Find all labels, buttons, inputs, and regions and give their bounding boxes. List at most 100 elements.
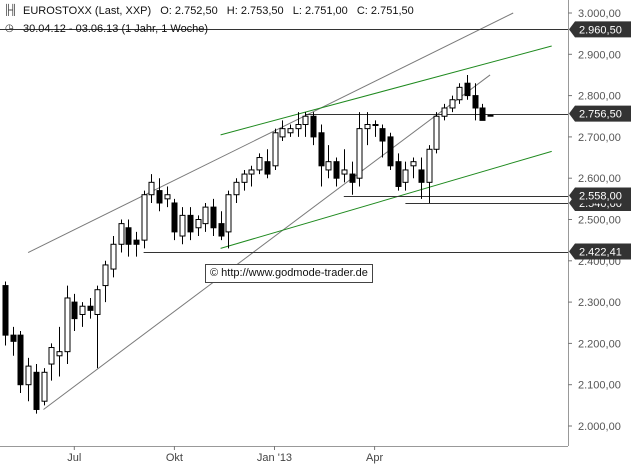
candle-body [479, 107, 486, 121]
candle-body [164, 194, 171, 200]
candle-body [141, 194, 148, 241]
candle-body [17, 334, 24, 386]
candle [10, 326, 17, 356]
candle-body [118, 223, 125, 245]
candle [79, 302, 86, 327]
trend-line-3 [220, 150, 552, 249]
y-tick-label: 2.500,00 [578, 215, 621, 227]
candle [264, 149, 271, 179]
price-label-2: 2.558,00 [569, 187, 631, 204]
candle-body [56, 351, 63, 357]
candle [449, 95, 456, 113]
y-tick-label: 2.600,00 [578, 173, 621, 185]
candle [171, 198, 178, 241]
candle-body [364, 124, 371, 130]
candle-body [218, 223, 225, 237]
y-tick-label: 3.000,00 [578, 8, 621, 20]
candle-body [272, 132, 279, 167]
candle-body [241, 173, 248, 183]
candle-body [264, 161, 271, 175]
candle-body [133, 239, 140, 245]
chart-header: EUROSTOXX (Last, XXP) O: 2.752,50 H: 2.7… [23, 5, 414, 18]
price-label-box [569, 105, 631, 122]
candle [225, 190, 232, 249]
channel-line-1 [43, 74, 491, 410]
candle-body [187, 214, 194, 233]
candle [456, 83, 463, 104]
candle-body [195, 219, 202, 229]
horizontal-lines [0, 29, 568, 253]
candle-body [156, 190, 163, 204]
candle [295, 112, 302, 137]
candle-body [302, 115, 309, 126]
candle-body [71, 301, 78, 320]
candle [118, 219, 125, 253]
candle-body [25, 365, 32, 386]
candle [364, 112, 371, 146]
candle-body [433, 115, 440, 150]
candle-body [456, 86, 463, 101]
x-axis: Jul Okt Jan '13 Apr [67, 446, 383, 464]
price-labels: 2.960,502.756,502.540,002.422,412.558,00 [569, 21, 631, 260]
candle [372, 120, 379, 137]
candle [56, 326, 63, 377]
candle [256, 153, 263, 175]
y-tick-label: 2.900,00 [578, 49, 621, 61]
candle [410, 157, 417, 179]
price-label-text: 2.422,41 [579, 247, 622, 259]
candle-body [333, 161, 340, 179]
candle-body [256, 157, 263, 171]
open-value: O: 2.752,50 [160, 5, 218, 17]
candle [310, 112, 317, 146]
candle [441, 103, 448, 121]
candle-body [295, 124, 302, 130]
high-value: H: 2.753,50 [226, 5, 284, 17]
y-tick-label: 2.700,00 [578, 132, 621, 144]
candle-body [341, 169, 348, 175]
candle [241, 169, 248, 191]
candle [325, 145, 332, 179]
period-header: 30.04.12 - 03.06.13 (1 Jahr, 1 Woche) [23, 23, 208, 36]
clock-icon: ◷ [5, 23, 14, 34]
candle [87, 297, 94, 319]
y-tick-label: 2.300,00 [578, 297, 621, 309]
price-label-box [569, 243, 631, 260]
price-label-box [569, 21, 631, 38]
price-label-box [569, 187, 631, 204]
candle-body [179, 214, 186, 237]
candles [2, 74, 494, 414]
candle-body [64, 297, 71, 353]
candle [318, 124, 325, 187]
x-tick-label: Okt [166, 452, 183, 464]
candle [210, 198, 217, 237]
candle-body [33, 371, 40, 410]
candle-body [449, 99, 456, 109]
y-tick-label: 2.800,00 [578, 91, 621, 103]
candle [71, 293, 78, 332]
low-value: L: 2.751,00 [292, 5, 348, 17]
candle [287, 124, 294, 137]
candle-body [210, 206, 217, 229]
price-label-0: 2.960,50 [569, 21, 631, 38]
candle [387, 132, 394, 170]
candle [426, 145, 433, 203]
y-axis: 2.000,002.100,002.200,002.300,002.400,00… [568, 8, 621, 433]
candle-body [287, 128, 294, 134]
candle [2, 281, 9, 346]
channel-line-0 [27, 12, 514, 253]
candle-body [171, 202, 178, 233]
candle [187, 207, 194, 241]
candle-body [248, 169, 255, 175]
candle [248, 165, 255, 187]
candle [156, 178, 163, 212]
candle [218, 211, 225, 241]
candle-body [48, 347, 55, 365]
candle [202, 202, 209, 232]
x-tick-label: Jan '13 [257, 452, 292, 464]
candle [148, 174, 155, 203]
candle [233, 178, 240, 203]
candle-body [387, 136, 394, 167]
candle [33, 364, 40, 414]
candle [402, 161, 409, 191]
